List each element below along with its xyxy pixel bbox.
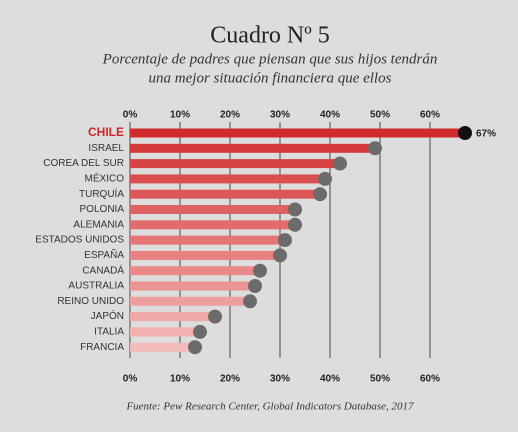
x-tick-label: 60%	[420, 374, 440, 385]
bar	[130, 220, 295, 230]
y-tick-label: ALEMANIA	[73, 219, 124, 230]
y-tick-label: ISRAEL	[88, 143, 124, 154]
x-tick-label: 40%	[320, 374, 340, 385]
y-tick-label: ESTADOS UNIDOS	[35, 235, 124, 246]
x-tick-label: 10%	[170, 374, 190, 385]
value-label: 67%	[476, 129, 496, 140]
bar	[130, 189, 320, 199]
bar	[130, 159, 340, 169]
bar	[130, 312, 215, 322]
x-tick-label: 0%	[123, 374, 138, 385]
dot	[273, 248, 287, 263]
dot	[288, 202, 302, 217]
x-tick-label: 60%	[420, 110, 440, 121]
dot	[278, 233, 292, 248]
bar	[130, 235, 285, 245]
dot	[193, 324, 207, 339]
bar	[130, 296, 250, 306]
dot	[288, 217, 302, 232]
bar	[130, 250, 280, 260]
y-tick-label: JAPÓN	[91, 309, 124, 322]
y-tick-label: TURQUÍA	[79, 187, 124, 200]
x-tick-label: 20%	[220, 374, 240, 385]
source-note: Fuente: Pew Research Center, Global Indi…	[125, 401, 414, 413]
dot	[313, 187, 327, 202]
bar	[130, 281, 255, 291]
dot	[253, 263, 267, 278]
dot	[458, 126, 472, 140]
y-tick-label: AUSTRALIA	[68, 281, 124, 292]
y-tick-label: COREA DEL SUR	[43, 158, 124, 169]
bar	[130, 205, 295, 214]
bar	[130, 143, 375, 153]
bar	[130, 266, 260, 276]
dot	[208, 309, 222, 324]
y-tick-label: CHILE	[88, 125, 124, 139]
y-tick-label: ITALIA	[94, 327, 124, 338]
bar	[130, 342, 195, 352]
dot	[243, 294, 257, 309]
bar	[130, 128, 465, 138]
y-tick-label: CANADÁ	[82, 263, 124, 276]
x-tick-label: 0%	[123, 110, 138, 121]
dot	[188, 340, 202, 355]
dot	[368, 141, 382, 156]
x-tick-label: 50%	[370, 110, 390, 121]
y-tick-label: FRANCIA	[80, 342, 124, 353]
x-tick-label: 10%	[170, 110, 190, 121]
y-tick-label: REINO UNIDO	[57, 296, 124, 307]
dot	[248, 279, 262, 293]
dot	[333, 156, 347, 171]
dot	[318, 171, 332, 186]
x-tick-label: 40%	[320, 110, 340, 121]
y-tick-label: MÉXICO	[85, 172, 125, 185]
x-tick-label: 30%	[270, 110, 290, 121]
chart-title: Cuadro Nº 5	[210, 23, 329, 49]
y-tick-label: POLONIA	[80, 204, 125, 215]
chart-subtitle: Porcentaje de padres que piensan que sus…	[102, 51, 438, 67]
bar	[130, 174, 325, 184]
x-tick-label: 30%	[270, 374, 290, 385]
bar	[130, 327, 200, 337]
chart-subtitle: una mejor situación financiera que ellos	[149, 70, 392, 86]
x-tick-label: 50%	[370, 374, 390, 385]
x-tick-label: 20%	[220, 110, 240, 121]
y-tick-label: ESPAÑA	[84, 248, 124, 261]
